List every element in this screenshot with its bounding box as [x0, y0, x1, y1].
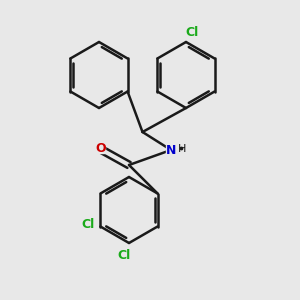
Bar [184, 28, 200, 38]
Bar [80, 220, 96, 230]
Text: N: N [166, 143, 176, 157]
Text: Cl: Cl [185, 26, 199, 40]
Text: O: O [95, 142, 106, 155]
Text: H: H [178, 143, 187, 154]
Text: Cl: Cl [118, 249, 131, 262]
Text: Cl: Cl [81, 218, 94, 232]
Bar [116, 251, 133, 260]
Bar [96, 144, 105, 153]
Bar [166, 145, 176, 155]
Circle shape [180, 147, 183, 150]
